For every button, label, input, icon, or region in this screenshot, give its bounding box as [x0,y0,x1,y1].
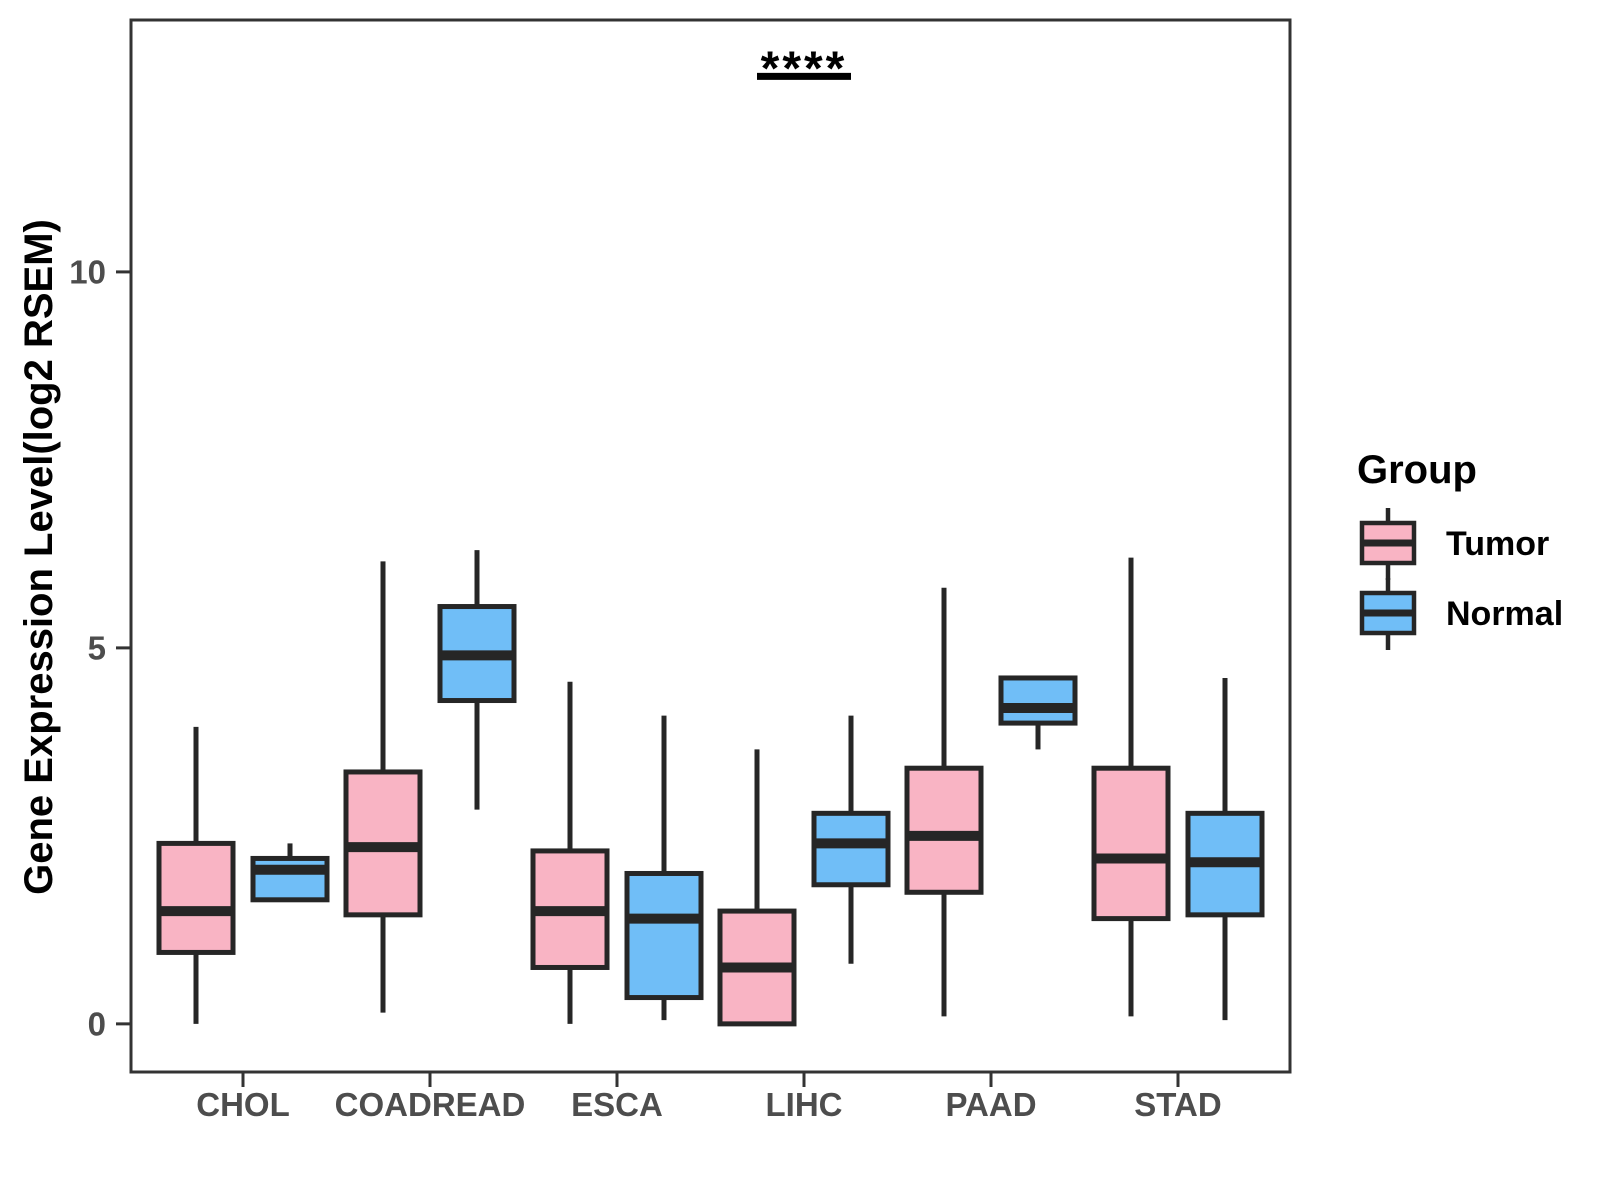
y-tick-label: 5 [88,629,106,666]
iqr-box [811,810,891,888]
boxplot-tumor-chol [156,726,236,1024]
boxplot-normal-paad [998,675,1078,750]
x-tick-label-coadread: COADREAD [335,1086,526,1123]
iqr-box [156,840,236,955]
iqr-box [250,855,330,903]
legend-item-label: Normal [1446,594,1564,633]
y-tick-label: 0 [88,1005,106,1042]
x-tick-label-chol: CHOL [196,1086,290,1123]
normal-boxplot-glyph [1359,578,1417,650]
boxplot-tumor-coadread [343,561,423,1013]
x-tick-label-paad: PAAD [945,1086,1036,1123]
legend-item-tumor: Tumor [1357,508,1563,580]
significance-stars: **** [761,42,848,95]
boxplot-normal-esca [624,715,704,1021]
iqr-box [624,870,704,1001]
panel-border [129,18,1292,1074]
boxplot-tumor-paad [904,587,984,1017]
iqr-box [904,765,984,895]
x-tick-label-stad: STAD [1134,1086,1221,1123]
y-tick-label: 10 [69,253,106,290]
tumor-boxplot-glyph [1359,508,1417,580]
legend-title: Group [1357,448,1477,492]
x-tick-label-lihc: LIHC [766,1086,843,1123]
boxplot-tumor-esca [530,681,610,1024]
boxplot-normal-stad [1185,677,1265,1021]
boxplot-normal-coadread [437,550,517,810]
boxplot-tumor-lihc [717,749,797,1027]
boxplot-normal-chol [250,843,330,903]
legend-item-label: Tumor [1446,524,1550,563]
y-axis-title: Gene Expression Level(log2 RSEM) [17,219,61,895]
iqr-box [998,675,1078,726]
boxplot-normal-lihc [811,715,891,964]
iqr-box [1091,765,1171,922]
boxplot-tumor-stad [1091,557,1171,1017]
x-tick-label-esca: ESCA [571,1086,663,1123]
legend: Group Tumor Normal [1357,448,1564,650]
legend-item-normal: Normal [1357,578,1564,650]
